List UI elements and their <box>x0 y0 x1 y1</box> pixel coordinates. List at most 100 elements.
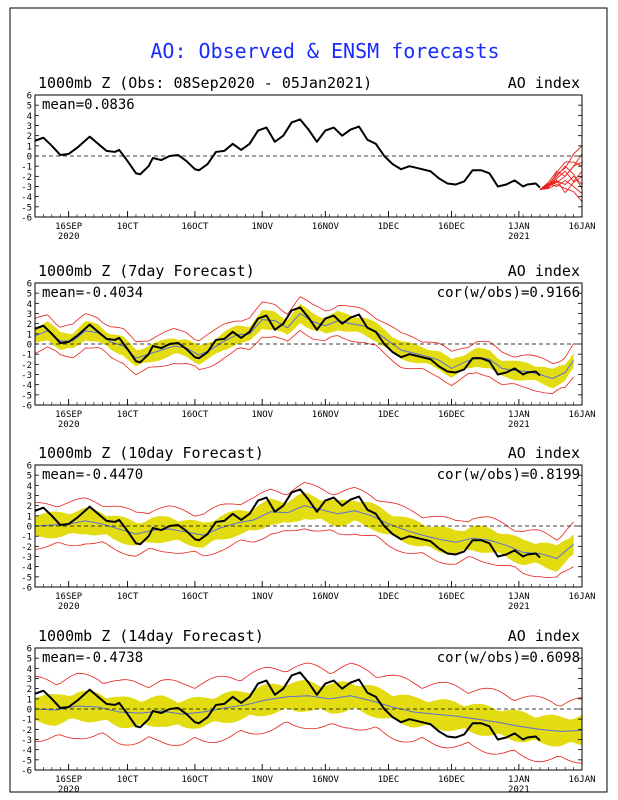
y-tick-label: -4 <box>21 193 32 203</box>
y-tick-label: -1 <box>21 716 32 726</box>
y-tick-label: -4 <box>21 746 32 756</box>
plot-area <box>35 118 582 203</box>
mean-stat: mean=-0.4470 <box>42 467 143 483</box>
x-tick-year: 2020 <box>58 602 80 612</box>
x-tick-label: 16JAN <box>568 775 595 785</box>
x-tick-label: 10CT <box>117 222 139 232</box>
spread-upper-line <box>35 662 582 707</box>
x-tick-year: 2021 <box>508 232 530 242</box>
x-tick-label: 16JAN <box>568 410 595 420</box>
plot-area <box>35 296 582 394</box>
y-tick-label: 2 <box>27 320 32 330</box>
y-tick-label: 4 <box>27 112 32 122</box>
panel-label: 1000mb Z (7day Forecast) <box>38 262 255 280</box>
y-tick-label: 6 <box>27 280 32 290</box>
y-tick-label: 3 <box>27 492 32 502</box>
x-tick-label: 1NOV <box>251 775 273 785</box>
ensemble-member-2 <box>539 153 582 190</box>
x-tick-label: 16SEP <box>55 775 83 785</box>
y-tick-label: -1 <box>21 351 32 361</box>
x-tick-label: 16NOV <box>312 222 340 232</box>
x-tick-label: 16SEP <box>55 410 83 420</box>
x-tick-label: 1DEC <box>378 592 400 602</box>
ensemble-mean-line <box>35 312 574 380</box>
x-tick-label: 1JAN <box>508 592 530 602</box>
y-tick-label: -5 <box>21 203 32 213</box>
y-tick-label: 3 <box>27 310 32 320</box>
x-tick-year: 2021 <box>508 785 530 795</box>
y-tick-label: 1 <box>27 142 32 152</box>
x-tick-label: 16OCT <box>181 222 209 232</box>
x-tick-label: 1DEC <box>378 775 400 785</box>
x-tick-year: 2020 <box>58 232 80 242</box>
x-tick-year: 2021 <box>508 602 530 612</box>
x-tick-label: 16JAN <box>568 592 595 602</box>
figure-frame <box>9 7 608 793</box>
ensemble-band <box>35 680 582 747</box>
x-tick-label: 16OCT <box>181 592 209 602</box>
ao-index-label: AO index <box>508 74 580 92</box>
observed-line <box>35 306 541 377</box>
observed-line <box>35 671 541 742</box>
panel-2: 1000mb Z (7day Forecast) AO index6543210-… <box>21 262 595 430</box>
x-tick-label: 1DEC <box>378 410 400 420</box>
y-tick-label: 2 <box>27 132 32 142</box>
panel-3: 1000mb Z (10day Forecast) AO index6543210… <box>21 444 595 612</box>
y-tick-label: -6 <box>21 584 32 594</box>
mean-stat: mean=0.0836 <box>42 97 135 113</box>
y-tick-label: -5 <box>21 573 32 583</box>
x-tick-label: 1DEC <box>378 222 400 232</box>
x-tick-label: 16DEC <box>438 592 465 602</box>
panel-1: 1000mb Z (Obs: 08Sep2020 - 05Jan2021) AO … <box>21 74 595 242</box>
ao-index-label: AO index <box>508 262 580 280</box>
x-tick-label: 10CT <box>117 775 139 785</box>
y-tick-label: 3 <box>27 122 32 132</box>
y-tick-label: 6 <box>27 92 32 102</box>
y-tick-label: -1 <box>21 163 32 173</box>
correlation-stat: cor(w/obs)=0.6098 <box>437 650 580 666</box>
x-tick-label: 16DEC <box>438 222 465 232</box>
y-tick-label: -4 <box>21 563 32 573</box>
y-tick-label: 4 <box>27 665 32 675</box>
x-tick-year: 2020 <box>58 785 80 795</box>
x-tick-label: 1JAN <box>508 775 530 785</box>
x-tick-label: 16SEP <box>55 222 83 232</box>
x-tick-label: 16NOV <box>312 592 340 602</box>
x-tick-label: 1JAN <box>508 222 530 232</box>
y-tick-label: -2 <box>21 543 32 553</box>
x-tick-label: 1JAN <box>508 410 530 420</box>
ensemble-member-8 <box>539 161 582 190</box>
observed-line <box>35 488 541 559</box>
y-tick-label: -2 <box>21 173 32 183</box>
ao-index-label: AO index <box>508 627 580 645</box>
y-tick-label: 2 <box>27 685 32 695</box>
x-tick-year: 2021 <box>508 420 530 430</box>
panel-4: 1000mb Z (14day Forecast) AO index6543210… <box>21 627 595 795</box>
y-tick-label: 5 <box>27 102 32 112</box>
plot-area <box>35 482 582 578</box>
y-tick-label: 6 <box>27 645 32 655</box>
spread-lower-line <box>35 528 574 578</box>
ensemble-member-7 <box>539 179 582 194</box>
y-tick-label: -3 <box>21 371 32 381</box>
y-tick-label: 4 <box>27 300 32 310</box>
spread-lower-line <box>35 721 582 764</box>
y-tick-label: 3 <box>27 675 32 685</box>
y-tick-label: -6 <box>21 402 32 412</box>
spread-upper-line <box>35 296 574 365</box>
y-tick-label: 1 <box>27 330 32 340</box>
mean-stat: mean=-0.4738 <box>42 650 143 666</box>
y-tick-label: -2 <box>21 726 32 736</box>
ensemble-mean-line <box>35 505 574 560</box>
ensemble-member-10 <box>539 161 582 190</box>
panels: 1000mb Z (Obs: 08Sep2020 - 05Jan2021) AO … <box>21 74 595 795</box>
spread-upper-line <box>35 482 574 541</box>
y-tick-label: 1 <box>27 512 32 522</box>
y-tick-label: 0 <box>27 706 32 716</box>
x-tick-label: 16JAN <box>568 222 595 232</box>
x-tick-label: 1NOV <box>251 410 273 420</box>
y-tick-label: 5 <box>27 472 32 482</box>
y-tick-label: 4 <box>27 482 32 492</box>
x-tick-year: 2020 <box>58 420 80 430</box>
